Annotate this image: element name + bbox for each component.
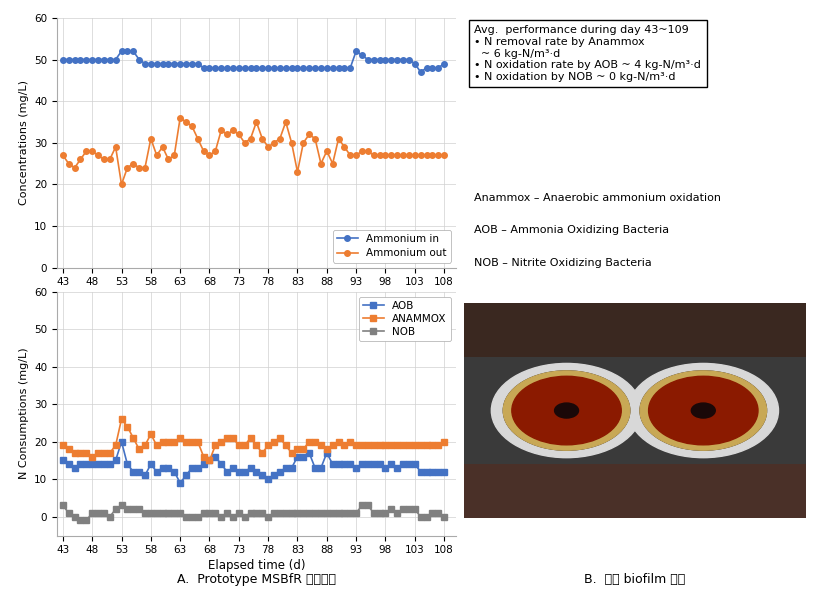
Line: AOB: AOB: [60, 439, 447, 486]
AOB: [87, 461, 97, 468]
Ammonium out: [116, 181, 126, 188]
Text: Anammox – Anaerobic ammonium oxidation: Anammox – Anaerobic ammonium oxidation: [475, 193, 721, 203]
AOB: [116, 438, 126, 445]
ANAMMOX: [440, 438, 449, 445]
Ammonium in: [87, 56, 97, 63]
Ammonium in: [116, 48, 126, 55]
Text: AOB – Ammonia Oxidizing Bacteria: AOB – Ammonia Oxidizing Bacteria: [475, 226, 669, 235]
Ammonium out: [58, 152, 68, 159]
AOB: [234, 468, 243, 475]
Circle shape: [492, 364, 641, 458]
ANAMMOX: [234, 442, 243, 449]
NOB: [158, 509, 168, 516]
Text: A.  Prototype MSBfR 운전결과: A. Prototype MSBfR 운전결과: [177, 573, 336, 586]
Circle shape: [649, 376, 758, 445]
Ammonium in: [363, 56, 373, 63]
ANAMMOX: [158, 438, 168, 445]
Text: B.  층상 biofilm 사진: B. 층상 biofilm 사진: [584, 573, 685, 586]
Ammonium in: [58, 56, 68, 63]
X-axis label: Elapsed time (d): Elapsed time (d): [208, 292, 305, 305]
Ammonium out: [234, 131, 243, 138]
Circle shape: [554, 403, 579, 418]
Line: NOB: NOB: [60, 503, 447, 523]
ANAMMOX: [369, 442, 379, 449]
Ammonium in: [234, 64, 243, 71]
ANAMMOX: [204, 457, 214, 464]
Text: Avg.  performance during day 43~109
• N removal rate by Anammox
  ~ 6 kg-N/m³·d
: Avg. performance during day 43~109 • N r…: [475, 26, 701, 82]
Line: ANAMMOX: ANAMMOX: [60, 416, 447, 464]
Ammonium out: [175, 114, 185, 121]
Y-axis label: N Consumptions (mg/L): N Consumptions (mg/L): [19, 347, 28, 480]
Circle shape: [628, 364, 778, 458]
Circle shape: [640, 371, 767, 450]
ANAMMOX: [240, 442, 250, 449]
ANAMMOX: [116, 415, 126, 422]
Ammonium out: [440, 152, 449, 159]
X-axis label: Elapsed time (d): Elapsed time (d): [208, 559, 305, 572]
AOB: [240, 468, 250, 475]
AOB: [440, 468, 449, 475]
Ammonium in: [158, 60, 168, 67]
AOB: [187, 464, 197, 471]
AOB: [369, 461, 379, 468]
Ammonium in: [182, 60, 191, 67]
ANAMMOX: [58, 442, 68, 449]
NOB: [440, 513, 449, 520]
NOB: [228, 513, 238, 520]
NOB: [58, 502, 68, 509]
AOB: [58, 457, 68, 464]
Ammonium out: [158, 143, 168, 151]
NOB: [363, 502, 373, 509]
Circle shape: [691, 403, 716, 418]
ANAMMOX: [87, 453, 97, 461]
Circle shape: [503, 371, 630, 450]
Bar: [464, 303, 806, 357]
Bar: [464, 464, 806, 518]
Line: Ammonium in: Ammonium in: [60, 48, 447, 75]
Text: NOB – Nitrite Oxidizing Bacteria: NOB – Nitrite Oxidizing Bacteria: [475, 258, 652, 268]
Circle shape: [503, 371, 630, 450]
NOB: [93, 509, 103, 516]
Ammonium in: [440, 60, 449, 67]
AOB: [158, 464, 168, 471]
AOB: [175, 480, 185, 487]
Ammonium in: [228, 64, 238, 71]
NOB: [182, 513, 191, 520]
Ammonium out: [187, 123, 197, 130]
Ammonium out: [240, 139, 250, 146]
Ammonium out: [87, 148, 97, 155]
ANAMMOX: [182, 438, 191, 445]
NOB: [416, 513, 426, 520]
Circle shape: [512, 376, 621, 445]
Ammonium in: [416, 68, 426, 76]
Ammonium out: [369, 152, 379, 159]
Legend: AOB, ANAMMOX, NOB: AOB, ANAMMOX, NOB: [359, 297, 451, 342]
NOB: [76, 517, 85, 524]
Line: Ammonium out: Ammonium out: [60, 115, 447, 187]
Legend: Ammonium in, Ammonium out: Ammonium in, Ammonium out: [333, 230, 451, 262]
Circle shape: [640, 371, 767, 450]
Y-axis label: Concentrations (mg/L): Concentrations (mg/L): [19, 80, 28, 205]
